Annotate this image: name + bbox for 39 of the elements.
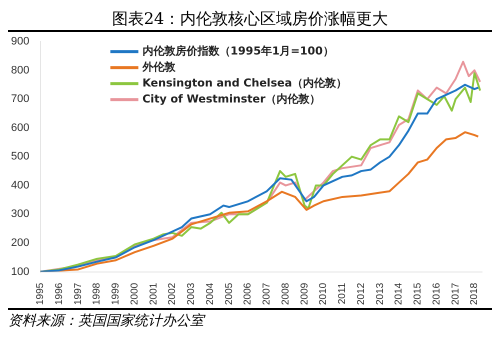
x-tick-label: 2014 bbox=[394, 282, 405, 306]
x-tick-label: 2018 bbox=[469, 282, 480, 306]
y-tick-label: 400 bbox=[10, 179, 30, 192]
x-tick-label: 1999 bbox=[110, 282, 122, 306]
y-tick-label: 700 bbox=[10, 93, 30, 106]
y-tick-label: 900 bbox=[10, 36, 30, 48]
x-tick-label: 2016 bbox=[431, 282, 442, 306]
x-tick-label: 1996 bbox=[54, 282, 65, 306]
legend-label: City of Westminster（内伦敦） bbox=[142, 92, 320, 106]
x-tick-label: 2008 bbox=[280, 282, 292, 306]
x-tick-label: 2002 bbox=[167, 282, 178, 306]
x-tick-label: 2010 bbox=[318, 282, 330, 306]
legend-label: 外伦敦 bbox=[141, 60, 176, 74]
chart-title: 图表24：内伦敦核心区域房价涨幅更大 bbox=[8, 8, 492, 32]
x-tick-label: 2001 bbox=[148, 282, 160, 306]
y-tick-label: 100 bbox=[10, 266, 30, 278]
x-tick-label: 1997 bbox=[72, 282, 84, 306]
x-tick-label: 1995 bbox=[35, 282, 46, 306]
x-tick-label: 2006 bbox=[242, 282, 254, 306]
x-tick-label: 2009 bbox=[299, 282, 310, 306]
legend-label: 内伦敦房价指数（1995年1月=100） bbox=[142, 44, 334, 58]
legend-label: Kensington and Chelsea（内伦敦） bbox=[142, 76, 348, 90]
x-tick-label: 2015 bbox=[412, 282, 424, 306]
y-tick-label: 800 bbox=[10, 64, 30, 76]
text: 资料来源：英国国家统计办公室 bbox=[8, 308, 492, 330]
x-tick-label: 2000 bbox=[129, 282, 140, 306]
x-tick-label: 2007 bbox=[262, 282, 273, 306]
x-tick-label: 2004 bbox=[204, 282, 216, 306]
x-tick-label: 2011 bbox=[337, 282, 348, 304]
x-tick-label: 2017 bbox=[450, 282, 462, 306]
x-tick-label: 2013 bbox=[374, 282, 386, 306]
y-tick-label: 300 bbox=[10, 208, 30, 220]
y-tick-label: 600 bbox=[10, 122, 30, 134]
y-tick-label: 200 bbox=[10, 237, 30, 250]
x-tick-label: 2005 bbox=[224, 282, 235, 306]
x-tick-label: 2003 bbox=[186, 282, 198, 306]
x-tick-label: 2012 bbox=[356, 282, 367, 306]
x-tick-label: 1998 bbox=[92, 282, 103, 306]
y-tick-label: 500 bbox=[10, 150, 30, 163]
